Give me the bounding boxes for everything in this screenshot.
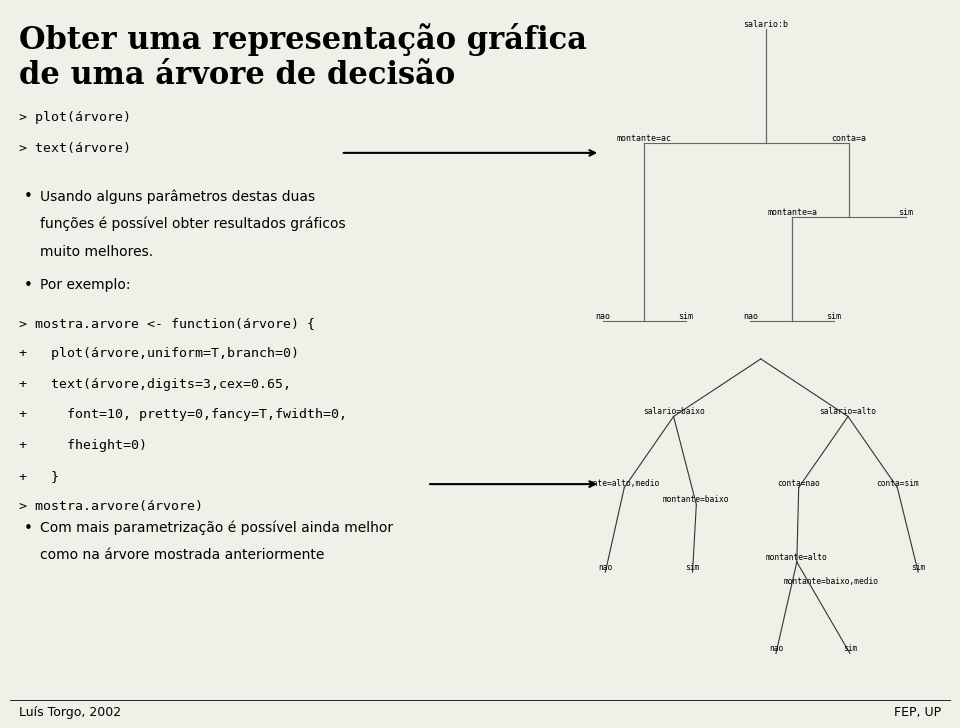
Text: > text(árvore): > text(árvore) <box>19 142 132 155</box>
Text: ante=alto,medio: ante=alto,medio <box>588 478 660 488</box>
Text: +   }: + } <box>19 470 60 483</box>
Text: conta=nao: conta=nao <box>778 478 820 488</box>
Text: > mostra.arvore <- function(árvore) {: > mostra.arvore <- function(árvore) { <box>19 317 315 330</box>
Text: montante=alto: montante=alto <box>766 553 828 562</box>
Text: Por exemplo:: Por exemplo: <box>40 278 131 292</box>
Text: montante=a: montante=a <box>767 208 817 217</box>
Text: •: • <box>24 189 33 205</box>
Text: conta=a: conta=a <box>831 133 867 143</box>
Text: montante=baixo,medio: montante=baixo,medio <box>783 577 878 586</box>
Text: +     fheight=0): + fheight=0) <box>19 439 147 452</box>
Text: Obter uma representação gráfica: Obter uma representação gráfica <box>19 23 588 56</box>
Text: nao: nao <box>598 563 612 572</box>
Text: Luís Torgo, 2002: Luís Torgo, 2002 <box>19 706 121 719</box>
Text: Com mais parametrização é possível ainda melhor: Com mais parametrização é possível ainda… <box>40 521 394 535</box>
Text: sim: sim <box>899 208 913 217</box>
Text: sim: sim <box>827 312 841 320</box>
Text: sim: sim <box>843 644 857 654</box>
Text: +   text(árvore,digits=3,cex=0.65,: + text(árvore,digits=3,cex=0.65, <box>19 378 291 391</box>
Text: nao: nao <box>769 644 783 654</box>
Text: Usando alguns parâmetros destas duas: Usando alguns parâmetros destas duas <box>40 189 316 204</box>
Text: > plot(árvore): > plot(árvore) <box>19 111 132 124</box>
Text: > mostra.arvore(árvore): > mostra.arvore(árvore) <box>19 500 204 513</box>
Text: nao: nao <box>595 312 610 320</box>
Text: salario=baixo: salario=baixo <box>642 408 705 416</box>
Text: de uma árvore de decisão: de uma árvore de decisão <box>19 60 455 91</box>
Text: salario=alto: salario=alto <box>820 408 876 416</box>
Text: sim: sim <box>685 563 700 572</box>
Text: •: • <box>24 521 33 536</box>
Text: nao: nao <box>743 312 758 320</box>
Text: sim: sim <box>679 312 693 320</box>
Text: FEP, UP: FEP, UP <box>894 706 941 719</box>
Text: funções é possível obter resultados gráficos: funções é possível obter resultados gráf… <box>40 217 346 232</box>
Text: conta=sim: conta=sim <box>876 478 919 488</box>
Text: salario:b: salario:b <box>743 20 788 29</box>
Text: +   plot(árvore,uniform=T,branch=0): + plot(árvore,uniform=T,branch=0) <box>19 347 300 360</box>
Text: +     font=10, pretty=0,fancy=T,fwidth=0,: + font=10, pretty=0,fancy=T,fwidth=0, <box>19 408 348 422</box>
Text: montante=ac: montante=ac <box>616 133 672 143</box>
Text: muito melhores.: muito melhores. <box>40 245 154 258</box>
Text: sim: sim <box>911 563 925 572</box>
Text: montante=baixo: montante=baixo <box>663 496 730 505</box>
Text: como na árvore mostrada anteriormente: como na árvore mostrada anteriormente <box>40 548 324 562</box>
Text: •: • <box>24 278 33 293</box>
